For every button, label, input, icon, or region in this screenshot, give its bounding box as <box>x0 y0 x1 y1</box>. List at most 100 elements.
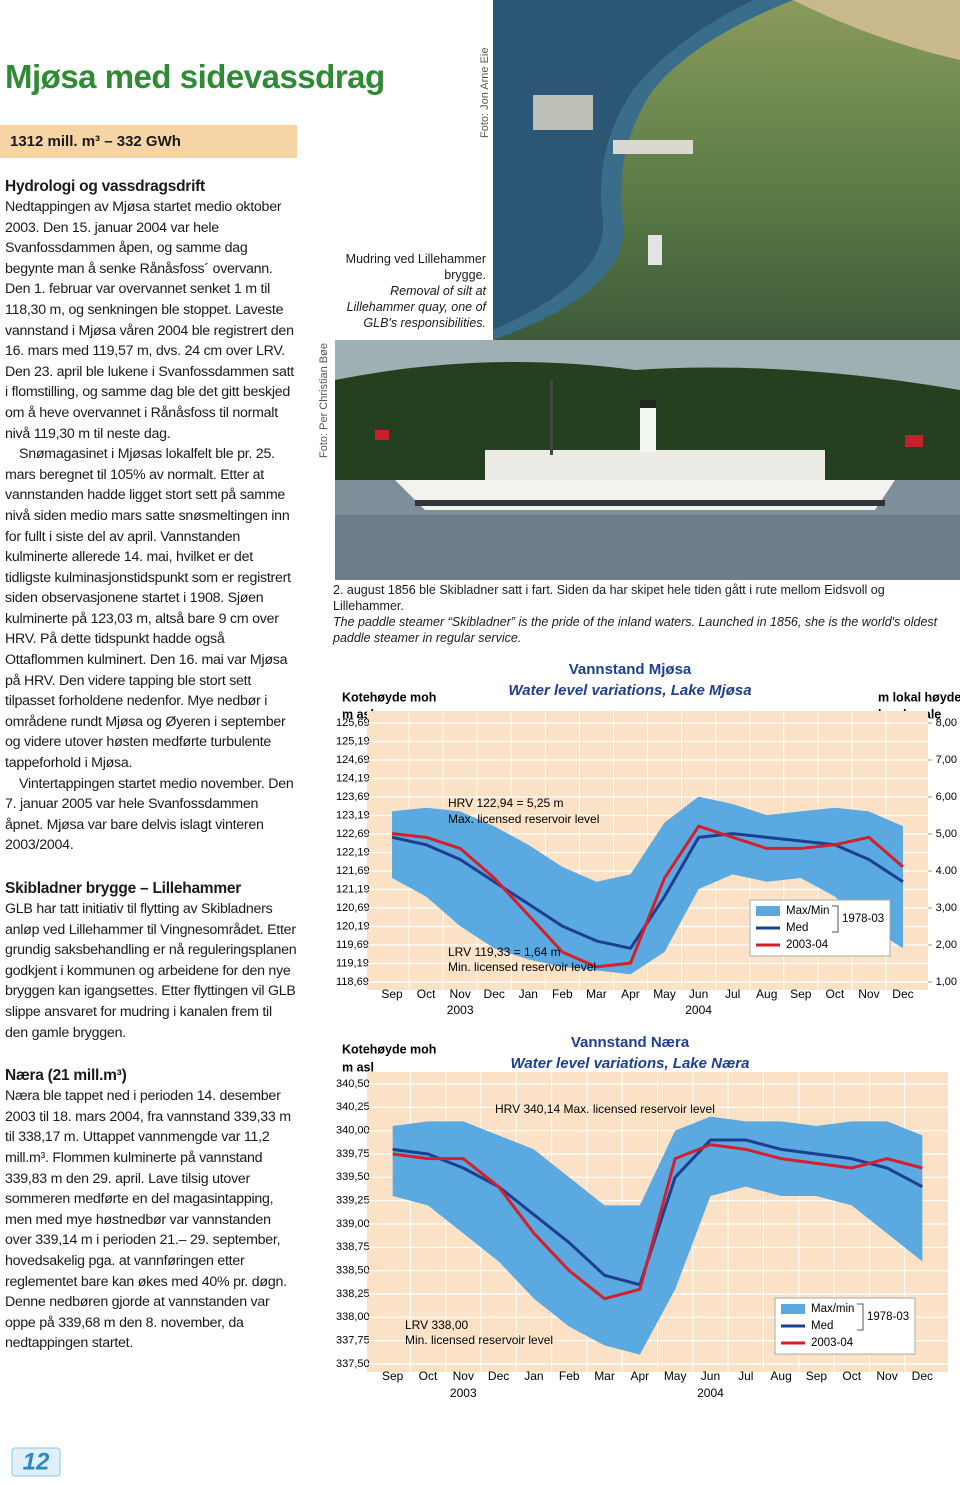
y2-tick-label: 6,00 <box>936 791 957 803</box>
annotation: Min. licensed reservoir level <box>405 1333 553 1347</box>
y-axis-label: m asl <box>342 1060 374 1074</box>
x-tick-label: Oct <box>826 987 845 1001</box>
text-section: Skibladner brygge – Lillehammer GLB har t… <box>5 878 297 1043</box>
photo-credit: Foto: Per Christian Bøe <box>318 343 330 458</box>
page-title: Mjøsa med sidevassdrag <box>5 58 385 95</box>
x-tick-label: Sep <box>790 987 812 1001</box>
paragraph: Nedtappingen av Mjøsa startet medio okto… <box>5 199 294 442</box>
x-tick-label: Jul <box>738 1369 753 1383</box>
caption-text-en: Removal of silt at Lillehammer quay, one… <box>346 284 486 330</box>
y-tick-label: 124,69 <box>336 754 370 766</box>
photo-harbour <box>493 0 960 340</box>
annotation: HRV 122,94 = 5,25 m <box>448 796 564 810</box>
y-tick-label: 121,19 <box>336 883 370 895</box>
x-tick-label: Aug <box>756 987 777 1001</box>
paragraph: Næra ble tappet ned i perioden 14. desem… <box>5 1088 291 1352</box>
chart-subtitle: Water level variations, Lake Mjøsa <box>508 682 751 699</box>
paragraph: Snømagasinet i Mjøsas lokalfelt ble pr. … <box>5 446 291 772</box>
legend-label: Max/min <box>811 1303 854 1315</box>
y-tick-label: 337,75 <box>336 1335 370 1347</box>
y-tick-label: 125,69 <box>336 717 370 729</box>
x-tick-label: Dec <box>484 987 505 1001</box>
y-tick-label: 120,19 <box>336 920 370 932</box>
y-axis-label: Kotehøyde moh <box>342 1042 436 1056</box>
range-band <box>392 796 903 975</box>
series-line <box>391 824 904 969</box>
legend-label: Med <box>786 922 808 934</box>
legend-label: Max/Min <box>786 905 829 917</box>
legend-label: 2003-04 <box>811 1337 854 1349</box>
legend-label: 2003-04 <box>786 939 829 951</box>
photo-credit: Foto: Jon Arne Eie <box>479 47 491 139</box>
chart-title: Vannstand Mjøsa <box>569 661 692 678</box>
y-tick-label: 122,19 <box>336 846 370 858</box>
x-tick-label: Aug <box>770 1369 791 1383</box>
annotation: Max. licensed reservoir level <box>448 812 599 826</box>
annotation: HRV 340,14 Max. licensed reservoir level <box>495 1102 715 1116</box>
year-label: 2003 <box>447 1003 474 1017</box>
caption-text: 2. august 1856 ble Skibladner satt i far… <box>333 583 885 613</box>
year-label: 2004 <box>697 1386 724 1400</box>
stats-bar: 1312 mill. m³ – 332 GWh <box>0 125 297 158</box>
y-tick-label: 338,25 <box>336 1288 370 1300</box>
y-tick-label: 121,69 <box>336 865 370 877</box>
x-tick-label: Oct <box>419 1369 438 1383</box>
x-tick-label: Apr <box>621 987 640 1001</box>
y-tick-label: 123,69 <box>336 791 370 803</box>
x-tick-label: Mar <box>594 1369 615 1383</box>
y-tick-label: 340,50 <box>336 1078 370 1090</box>
caption-text-en: The paddle steamer “Skibladner” is the p… <box>333 615 938 645</box>
x-tick-label: Nov <box>453 1369 474 1383</box>
annotation: LRV 119,33 = 1,64 m <box>448 945 561 959</box>
x-tick-label: Mar <box>586 987 607 1001</box>
series-line <box>392 1143 923 1301</box>
y-tick-label: 339,50 <box>336 1171 370 1183</box>
chart-mjosa: Vannstand Mjøsa Water level variations, L… <box>336 661 960 1017</box>
x-tick-label: Sep <box>806 1369 828 1383</box>
x-tick-label: May <box>653 987 676 1001</box>
legend-label: Med <box>811 1320 833 1332</box>
section-heading: Hydrologi og vassdragsdrift <box>5 178 205 195</box>
x-tick-label: Sep <box>382 1369 404 1383</box>
y-axis-label: m asl <box>342 707 374 721</box>
legend-bracket <box>832 905 839 933</box>
y-tick-label: 120,69 <box>336 902 370 914</box>
paragraph: Vintertappingen startet medio november. … <box>5 775 294 854</box>
chart-naera: Vannstand Næra Water level variations, La… <box>336 1034 948 1400</box>
legend-bracket <box>857 1303 864 1331</box>
y-tick-label: 338,75 <box>336 1241 370 1253</box>
x-tick-label: Dec <box>912 1369 933 1383</box>
y-tick-label: 119,19 <box>336 957 369 969</box>
y2-axis-label: m lokal høyde <box>878 690 960 704</box>
x-tick-label: Oct <box>842 1369 861 1383</box>
annotation: Min. licensed reservoir level <box>448 960 596 974</box>
y2-tick-label: 4.00 <box>936 865 957 877</box>
x-tick-label: Apr <box>631 1369 650 1383</box>
legend-swatch <box>781 1304 805 1314</box>
x-tick-label: May <box>664 1369 687 1383</box>
paragraph: GLB har tatt initiativ til flytting av S… <box>5 901 297 1041</box>
y-tick-label: 339,00 <box>336 1218 370 1230</box>
annotation: LRV 338,00 <box>405 1318 468 1332</box>
y-tick-label: 337,50 <box>336 1358 370 1370</box>
y-tick-label: 118,69 <box>336 976 369 988</box>
text-section: Hydrologi og vassdragsdrift Nedtappingen … <box>5 176 297 856</box>
y2-tick-label: 7,00 <box>936 754 957 766</box>
chart-title: Vannstand Næra <box>571 1034 690 1051</box>
text-section: Næra (21 mill.m³) Næra ble tappet ned i p… <box>5 1065 297 1354</box>
series-line <box>392 1138 924 1287</box>
x-tick-label: Jun <box>689 987 708 1001</box>
x-tick-label: Jun <box>701 1369 720 1383</box>
y-tick-label: 124,19 <box>336 772 370 784</box>
y2-tick-label: 1,00 <box>936 976 957 988</box>
caption-text: Mudring ved Lillehammer brygge. <box>345 252 486 282</box>
x-tick-label: Nov <box>449 987 470 1001</box>
legend-swatch <box>756 906 780 916</box>
y-tick-label: 339,75 <box>336 1148 370 1160</box>
year-label: 2003 <box>450 1386 477 1400</box>
y-tick-label: 123,19 <box>336 809 370 821</box>
y-tick-label: 338,50 <box>336 1265 370 1277</box>
y-tick-label: 125,19 <box>336 735 370 747</box>
photo-ship <box>335 340 960 580</box>
